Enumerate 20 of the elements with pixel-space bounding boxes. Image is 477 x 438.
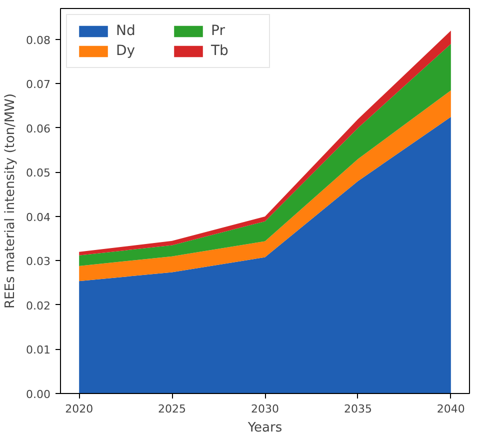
y-tick-label: 0.04 — [26, 210, 51, 224]
legend-label: Tb — [211, 43, 230, 59]
legend-label: Pr — [211, 23, 226, 39]
y-tick-label: 0.05 — [26, 166, 51, 180]
y-axis-title: REEs material intensity (ton/MW) — [3, 93, 18, 309]
y-tick-label: 0.00 — [26, 388, 51, 401]
x-tick-label: 2025 — [158, 402, 186, 416]
legend-label: Nd — [116, 23, 136, 39]
y-tick-label: 0.07 — [26, 78, 51, 92]
x-tick-label: 2030 — [251, 402, 280, 416]
x-tick-label: 2020 — [65, 402, 94, 416]
x-tick-label: 2040 — [436, 402, 465, 416]
y-tick-label: 0.06 — [26, 122, 51, 136]
y-tick-label: 0.08 — [26, 34, 51, 47]
x-axis-title: Years — [246, 420, 282, 436]
y-tick-label: 0.01 — [26, 344, 51, 357]
legend-label: Dy — [116, 43, 136, 59]
y-tick-label: 0.03 — [26, 255, 51, 268]
y-tick-label: 0.02 — [26, 299, 51, 312]
x-tick-label: 2035 — [344, 402, 372, 416]
